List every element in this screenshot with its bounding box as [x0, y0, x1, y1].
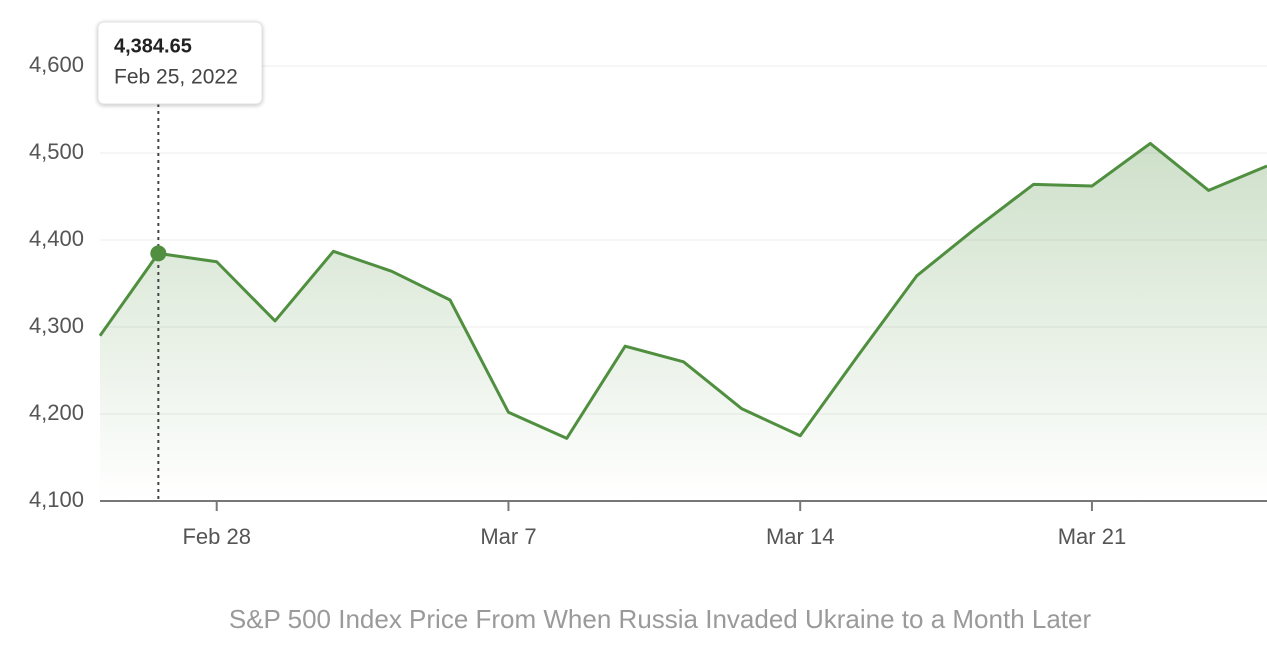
line — [98, 141, 1267, 440]
tooltip-value: 4,384.65 — [114, 35, 192, 57]
x-tick-label: Mar 21 — [1058, 524, 1126, 549]
tooltip-box — [97, 21, 263, 105]
x-tick-label: Mar 7 — [480, 524, 536, 549]
x-tick-label: Mar 14 — [766, 524, 834, 549]
y-tick-label: 4,200 — [29, 400, 84, 425]
tooltip-date: Feb 25, 2022 — [114, 66, 238, 89]
hover-point — [150, 245, 167, 262]
y-tick-label: 4,500 — [29, 139, 84, 164]
y-tick-label: 4,100 — [29, 487, 84, 512]
y-tick-label: 4,600 — [29, 52, 84, 77]
area — [100, 143, 1267, 501]
chart-caption: S&P 500 Index Price From When Russia Inv… — [229, 604, 1092, 634]
x-tick-label: Feb 28 — [182, 524, 251, 549]
y-tick-label: 4,300 — [29, 313, 84, 338]
y-tick-label: 4,400 — [29, 226, 84, 251]
